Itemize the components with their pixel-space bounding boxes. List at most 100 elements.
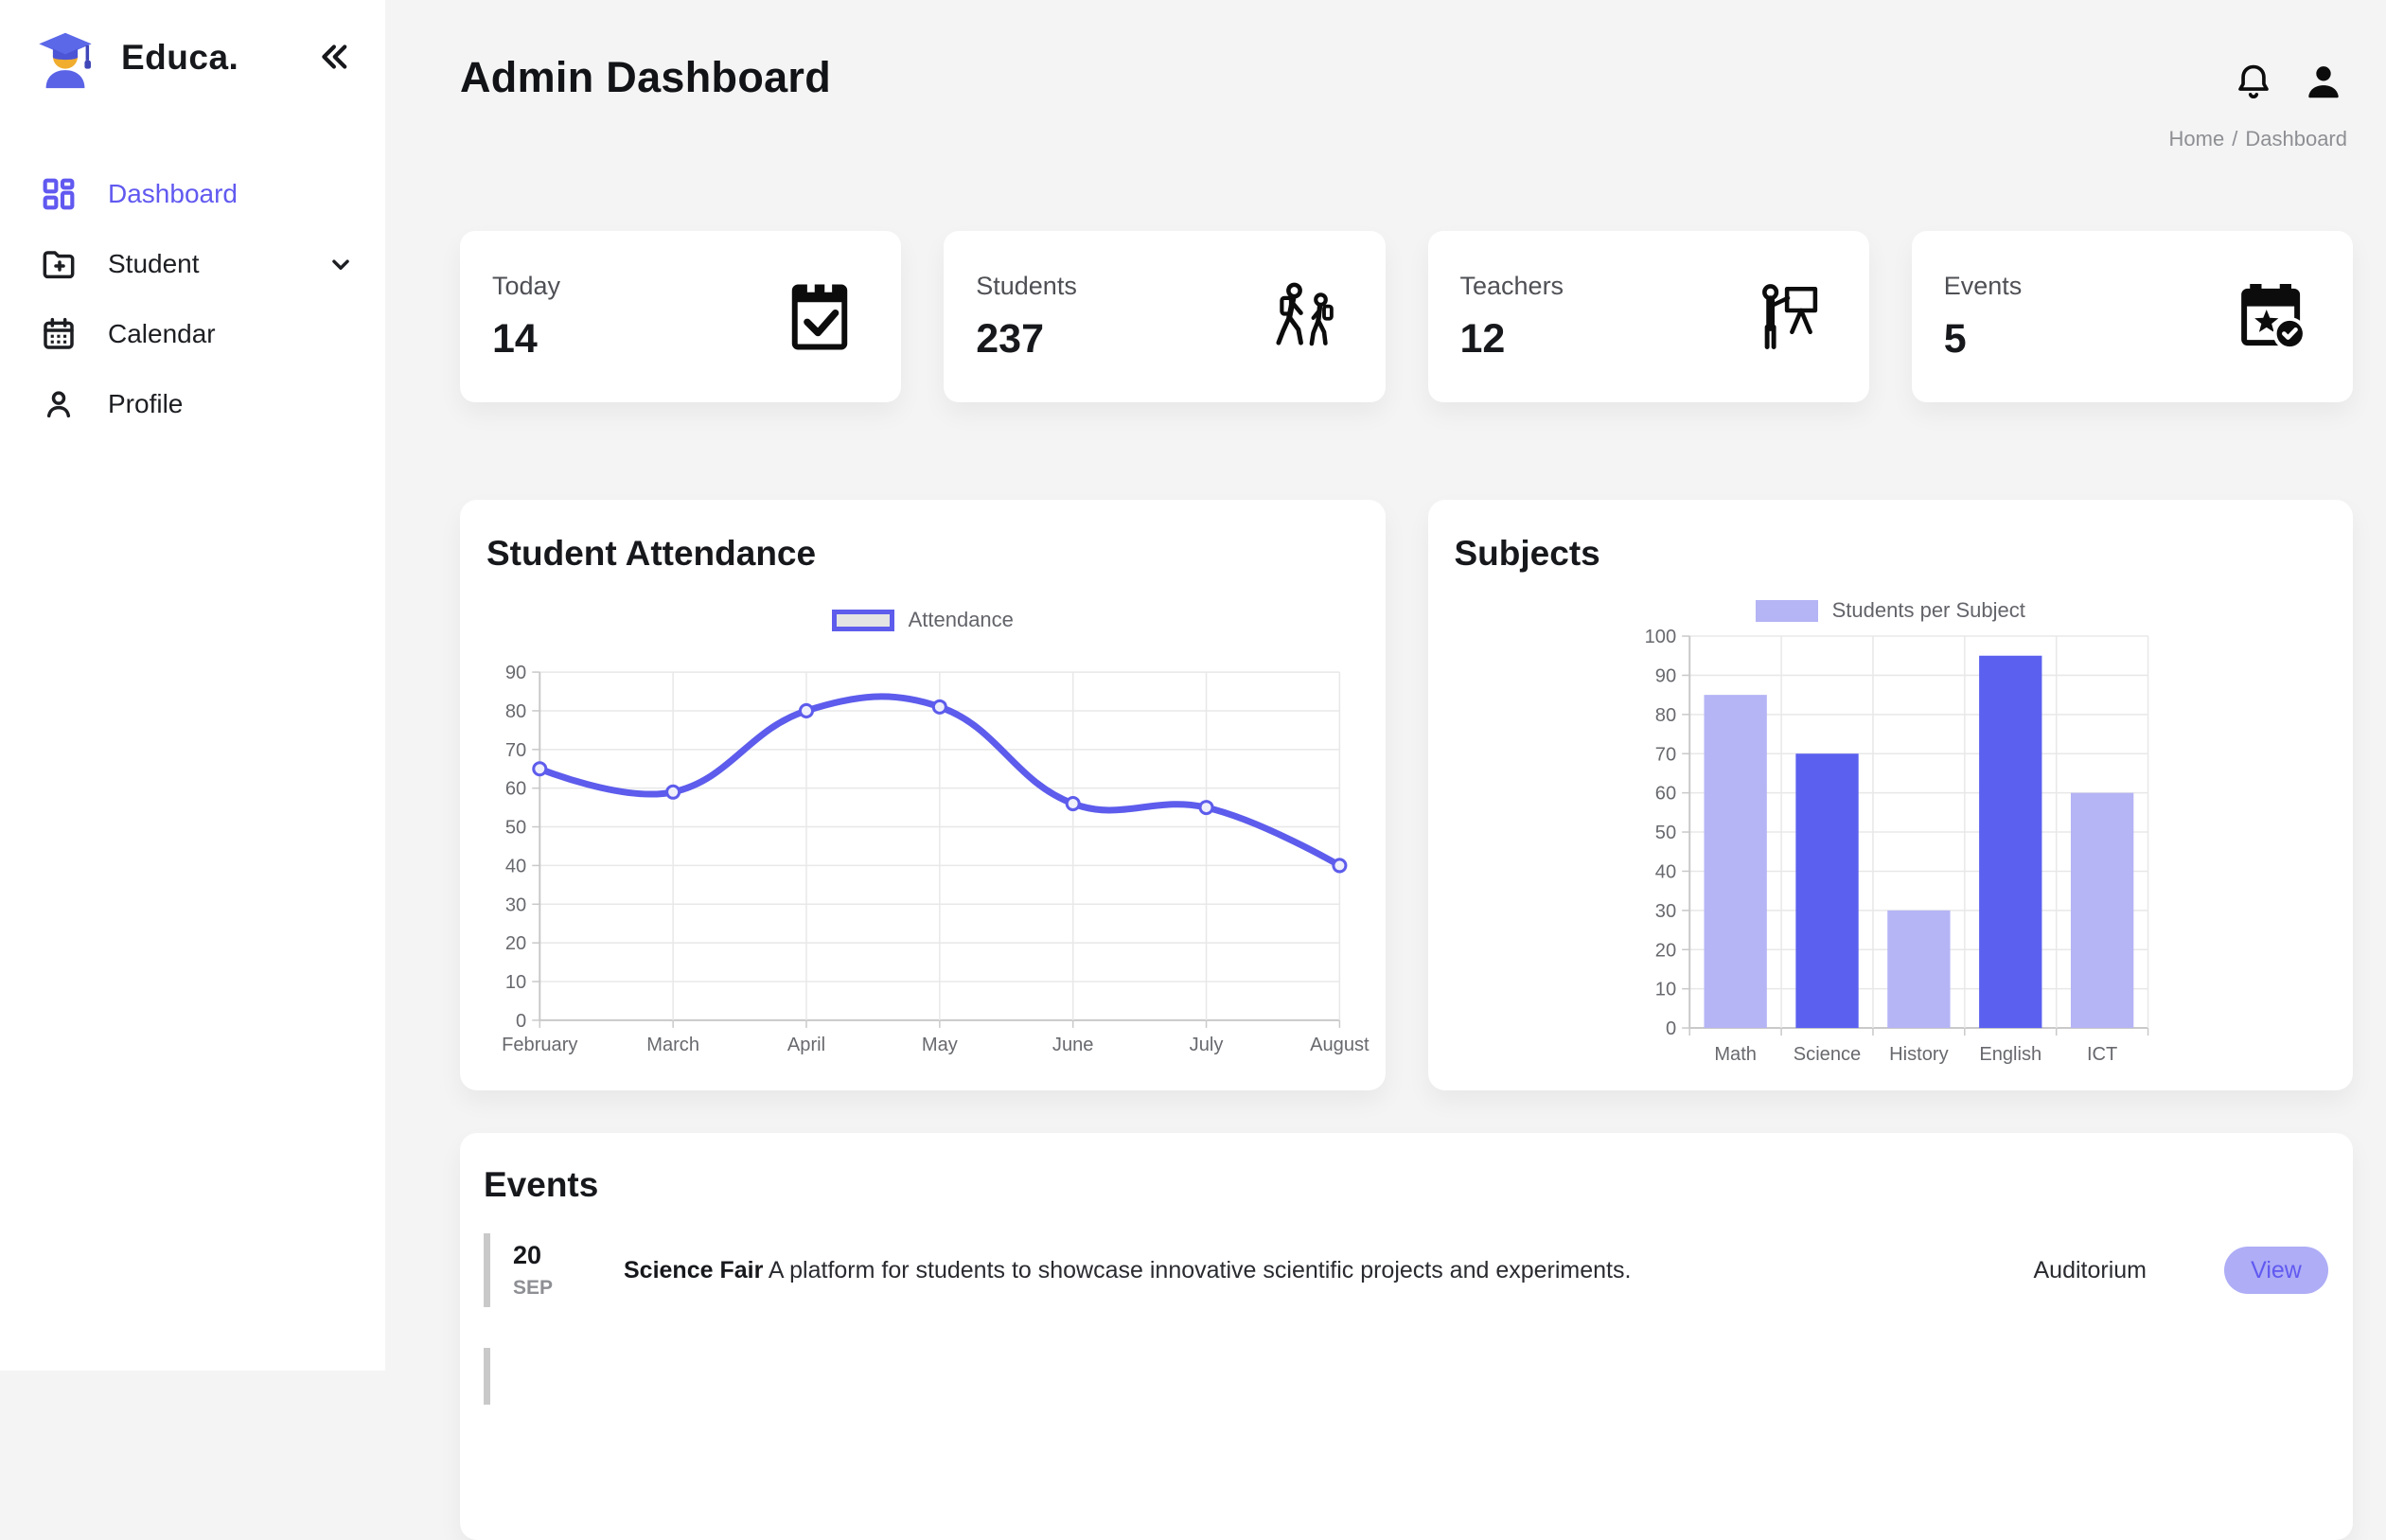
event-item: 20 SEP Science Fair A platform for stude…	[484, 1228, 2328, 1313]
svg-text:June: June	[1052, 1035, 1094, 1055]
svg-text:70: 70	[1654, 744, 1675, 765]
stat-card-today: Today 14	[460, 231, 902, 402]
sidebar-item-dashboard[interactable]: Dashboard	[40, 165, 362, 223]
event-name: Science Fair	[624, 1256, 764, 1283]
subjects-chart: 0 10 20 30 40 50 60 70 80 90 100 Math Science History…	[1644, 627, 2148, 1065]
legend-swatch	[1755, 599, 1818, 622]
stats-row: Today 14 Students 237	[460, 231, 2353, 402]
svg-text:March: March	[646, 1035, 699, 1055]
subjects-legend[interactable]: Students per Subject	[1455, 598, 2327, 623]
chevrons-left-icon	[313, 37, 353, 80]
svg-text:40: 40	[505, 856, 526, 876]
svg-text:ICT: ICT	[2086, 1044, 2116, 1065]
svg-text:90: 90	[1654, 665, 1675, 686]
svg-text:10: 10	[1654, 980, 1675, 1000]
stat-value: 5	[1943, 315, 1967, 362]
events-title: Events	[484, 1165, 599, 1204]
svg-text:30: 30	[505, 894, 526, 915]
stat-card-teachers: Teachers 12	[1427, 231, 1869, 402]
svg-text:0: 0	[1665, 1018, 1675, 1039]
stat-label: Today	[492, 271, 561, 300]
svg-text:70: 70	[505, 740, 526, 761]
breadcrumb-separator: /	[2232, 127, 2238, 150]
topbar: Admin Dashboard	[460, 53, 2353, 104]
view-event-button[interactable]: View	[2224, 1247, 2328, 1294]
sidebar-item-calendar[interactable]: Calendar	[40, 305, 362, 363]
event-description: Science Fair A platform for students to …	[624, 1257, 2034, 1284]
attendance-card: Student Attendance Attendance 0 10 20 30 40 5…	[460, 500, 1386, 1090]
event-month: SEP	[513, 1277, 554, 1299]
svg-text:30: 30	[1654, 901, 1675, 922]
svg-text:50: 50	[1654, 823, 1675, 843]
topbar-icons	[2232, 61, 2345, 104]
attendance-chart: 0 10 20 30 40 50 60 70 80 90 February March April May…	[502, 663, 1370, 1055]
breadcrumb-home[interactable]: Home	[2168, 127, 2225, 150]
sidebar-menu: Dashboard Student	[0, 165, 385, 434]
svg-text:May: May	[922, 1035, 958, 1055]
svg-text:July: July	[1190, 1035, 1224, 1055]
breadcrumb: Home / Dashboard	[460, 127, 2347, 151]
svg-text:20: 20	[505, 933, 526, 954]
students-walking-icon	[1264, 277, 1344, 357]
legend-swatch	[831, 609, 894, 631]
svg-text:60: 60	[505, 779, 526, 800]
sidebar: Educa.	[0, 0, 385, 1371]
folder-plus-icon	[40, 245, 78, 283]
main-content: Admin Dashboard	[385, 0, 2386, 1540]
legend-label: Attendance	[908, 608, 1014, 631]
subjects-chart-title: Subjects	[1454, 534, 1600, 573]
chevron-down-icon[interactable]	[325, 248, 357, 280]
attendance-chart-title: Student Attendance	[486, 534, 817, 573]
attendance-legend[interactable]: Attendance	[486, 608, 1359, 632]
notifications-button[interactable]	[2232, 61, 2275, 104]
stat-label: Students	[976, 271, 1077, 300]
event-day: 20	[513, 1241, 542, 1269]
calendar-star-icon	[2232, 277, 2311, 357]
sidebar-item-label: Profile	[108, 389, 184, 418]
svg-text:February: February	[502, 1035, 577, 1055]
stat-label: Teachers	[1459, 271, 1564, 300]
stat-card-events: Events 5	[1911, 231, 2353, 402]
sidebar-item-profile[interactable]: Profile	[40, 375, 362, 434]
svg-text:August: August	[1310, 1035, 1370, 1055]
person-icon	[40, 385, 78, 423]
graduate-student-icon	[32, 25, 98, 91]
event-item-partial	[484, 1334, 2328, 1419]
svg-text:0: 0	[516, 1011, 526, 1032]
event-location: Auditorium	[2033, 1256, 2147, 1283]
profile-button[interactable]	[2302, 61, 2345, 104]
svg-text:Science: Science	[1793, 1044, 1860, 1065]
user-icon	[2302, 61, 2345, 104]
stat-value: 237	[976, 315, 1044, 362]
stat-value: 12	[1459, 315, 1506, 362]
stat-label: Events	[1943, 271, 2023, 300]
breadcrumb-current: Dashboard	[2245, 127, 2347, 150]
svg-text:History: History	[1889, 1044, 1948, 1065]
event-details: A platform for students to showcase inno…	[768, 1256, 1632, 1283]
svg-text:50: 50	[505, 818, 526, 839]
subjects-card: Subjects Students per Subject 0 10 20 30 40 5…	[1427, 500, 2353, 1090]
svg-text:90: 90	[505, 663, 526, 683]
svg-text:Math: Math	[1714, 1044, 1757, 1065]
svg-text:80: 80	[1654, 705, 1675, 726]
app-title: Educa.	[121, 38, 239, 77]
dashboard-grid-icon	[40, 175, 78, 213]
logo-row: Educa.	[0, 25, 385, 91]
bell-icon	[2232, 61, 2275, 104]
svg-text:English: English	[1979, 1044, 2041, 1065]
svg-text:April: April	[787, 1035, 825, 1055]
sidebar-item-label: Calendar	[108, 319, 216, 348]
sidebar-collapse-button[interactable]	[309, 33, 357, 83]
svg-text:10: 10	[505, 972, 526, 993]
event-date: 20 SEP	[484, 1233, 584, 1307]
svg-text:20: 20	[1654, 940, 1675, 961]
sidebar-item-student[interactable]: Student	[40, 235, 362, 293]
calendar-icon	[40, 315, 78, 353]
svg-text:80: 80	[505, 701, 526, 722]
svg-text:60: 60	[1654, 784, 1675, 805]
events-card: Events 20 SEP Science Fair A platform fo…	[460, 1133, 2353, 1540]
stat-value: 14	[492, 315, 538, 362]
charts-row: Student Attendance Attendance 0 10 20 30 40 5…	[460, 500, 2353, 1090]
stat-card-students: Students 237	[944, 231, 1386, 402]
